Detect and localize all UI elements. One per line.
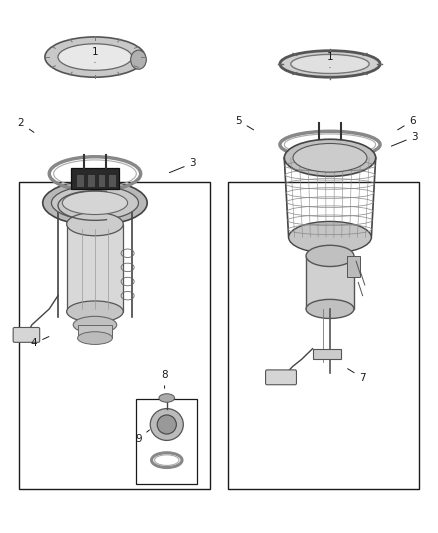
Ellipse shape (67, 213, 123, 236)
Ellipse shape (62, 191, 127, 215)
Ellipse shape (306, 245, 354, 266)
FancyBboxPatch shape (265, 370, 297, 385)
FancyBboxPatch shape (19, 182, 210, 489)
Ellipse shape (73, 317, 117, 333)
Ellipse shape (289, 221, 371, 253)
FancyBboxPatch shape (71, 168, 119, 189)
Ellipse shape (67, 301, 123, 322)
Ellipse shape (159, 394, 175, 402)
FancyBboxPatch shape (13, 327, 40, 342)
Ellipse shape (150, 409, 184, 440)
FancyBboxPatch shape (313, 349, 341, 359)
Text: 7: 7 (348, 369, 366, 383)
FancyBboxPatch shape (76, 174, 84, 187)
FancyBboxPatch shape (87, 174, 95, 187)
FancyBboxPatch shape (228, 182, 419, 489)
Text: 3: 3 (170, 158, 196, 173)
Text: 5: 5 (235, 116, 254, 130)
Ellipse shape (43, 181, 147, 225)
Ellipse shape (280, 51, 380, 77)
Text: 1: 1 (327, 52, 333, 68)
Ellipse shape (58, 44, 132, 70)
FancyBboxPatch shape (78, 325, 113, 338)
Ellipse shape (306, 300, 354, 318)
Text: 3: 3 (391, 132, 418, 146)
FancyBboxPatch shape (347, 256, 360, 277)
Text: 6: 6 (398, 116, 416, 130)
Ellipse shape (291, 54, 369, 74)
FancyBboxPatch shape (306, 256, 354, 309)
FancyBboxPatch shape (98, 174, 106, 187)
Text: 1: 1 (92, 47, 98, 62)
Text: 4: 4 (31, 336, 49, 349)
Ellipse shape (293, 143, 367, 172)
Ellipse shape (131, 50, 146, 69)
FancyBboxPatch shape (109, 174, 116, 187)
Ellipse shape (157, 415, 177, 434)
Ellipse shape (51, 186, 138, 220)
Ellipse shape (45, 37, 145, 77)
Text: 9: 9 (135, 430, 149, 444)
FancyBboxPatch shape (136, 399, 197, 484)
Ellipse shape (284, 139, 376, 176)
Ellipse shape (78, 332, 113, 344)
FancyBboxPatch shape (67, 224, 123, 312)
Text: 8: 8 (161, 370, 168, 389)
Text: 2: 2 (18, 118, 34, 132)
